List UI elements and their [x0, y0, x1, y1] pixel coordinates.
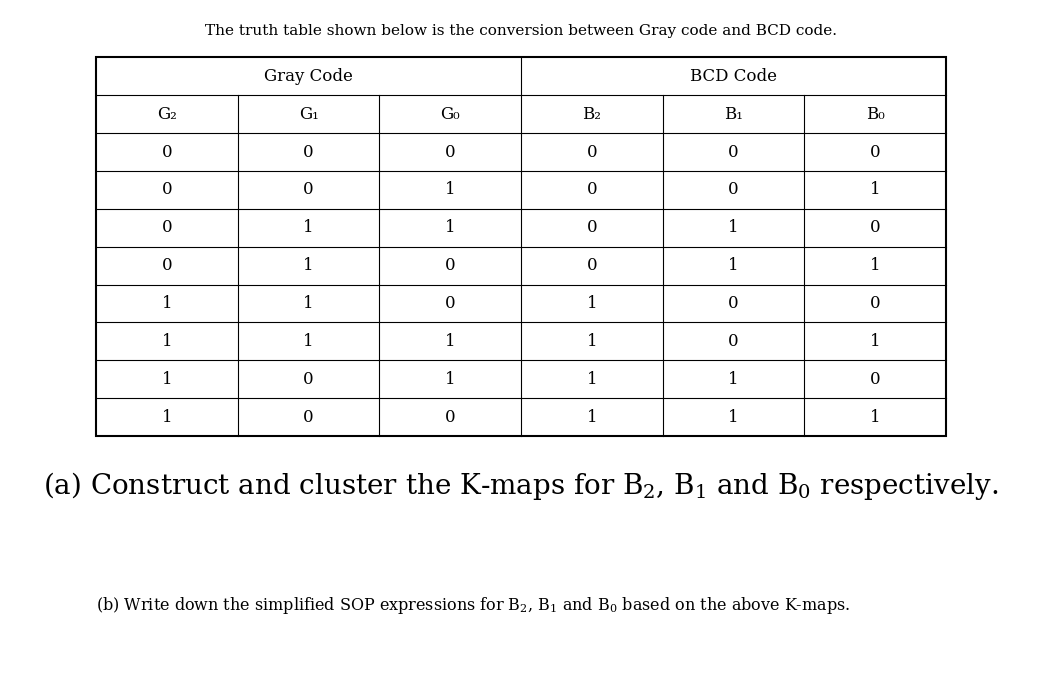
Text: 0: 0: [870, 219, 880, 237]
Text: 1: 1: [303, 257, 314, 274]
Text: 1: 1: [445, 219, 455, 237]
Text: 0: 0: [728, 143, 739, 161]
Text: The truth table shown below is the conversion between Gray code and BCD code.: The truth table shown below is the conve…: [205, 24, 837, 38]
Text: 0: 0: [162, 219, 172, 237]
Text: 1: 1: [870, 257, 880, 274]
Text: (a) Construct and cluster the K-maps for $\mathregular{B_2}$, $\mathregular{B_1}: (a) Construct and cluster the K-maps for…: [44, 470, 998, 502]
Text: 1: 1: [870, 333, 880, 350]
Text: 1: 1: [587, 370, 597, 388]
Text: 0: 0: [587, 219, 597, 237]
Text: G₁: G₁: [299, 105, 319, 123]
Text: 1: 1: [587, 295, 597, 312]
Text: 0: 0: [303, 181, 314, 199]
Text: B₂: B₂: [582, 105, 601, 123]
Text: Gray Code: Gray Code: [265, 68, 353, 85]
Text: 0: 0: [728, 333, 739, 350]
Text: 0: 0: [445, 143, 455, 161]
Text: 1: 1: [162, 333, 172, 350]
Text: 1: 1: [303, 333, 314, 350]
Text: 0: 0: [445, 408, 455, 426]
Text: 0: 0: [870, 370, 880, 388]
Text: 1: 1: [303, 295, 314, 312]
Text: B₀: B₀: [866, 105, 885, 123]
Text: 0: 0: [728, 295, 739, 312]
Text: 0: 0: [728, 181, 739, 199]
Text: 0: 0: [162, 181, 172, 199]
Text: 1: 1: [445, 181, 455, 199]
Text: 0: 0: [587, 143, 597, 161]
Text: 1: 1: [162, 370, 172, 388]
Text: 1: 1: [587, 408, 597, 426]
Text: (b) Write down the simplified SOP expressions for $\mathregular{B_2}$, $\mathreg: (b) Write down the simplified SOP expres…: [96, 595, 850, 616]
Text: 0: 0: [445, 257, 455, 274]
Text: 0: 0: [303, 370, 314, 388]
Text: 0: 0: [870, 295, 880, 312]
Text: 0: 0: [162, 257, 172, 274]
Text: G₂: G₂: [157, 105, 177, 123]
Text: 1: 1: [870, 408, 880, 426]
Text: 1: 1: [728, 408, 739, 426]
Text: 1: 1: [303, 219, 314, 237]
Text: 1: 1: [162, 295, 172, 312]
Text: 0: 0: [445, 295, 455, 312]
Text: 0: 0: [587, 181, 597, 199]
Text: 0: 0: [303, 143, 314, 161]
Text: 1: 1: [162, 408, 172, 426]
Text: 1: 1: [587, 333, 597, 350]
Text: BCD Code: BCD Code: [690, 68, 777, 85]
Text: 1: 1: [728, 370, 739, 388]
Text: 0: 0: [870, 143, 880, 161]
Text: 1: 1: [445, 370, 455, 388]
Text: B₁: B₁: [724, 105, 743, 123]
Text: 1: 1: [728, 257, 739, 274]
Text: 0: 0: [303, 408, 314, 426]
Text: 1: 1: [870, 181, 880, 199]
Text: 0: 0: [162, 143, 172, 161]
Text: G₀: G₀: [441, 105, 460, 123]
Text: 1: 1: [445, 333, 455, 350]
Text: 1: 1: [728, 219, 739, 237]
Text: 0: 0: [587, 257, 597, 274]
